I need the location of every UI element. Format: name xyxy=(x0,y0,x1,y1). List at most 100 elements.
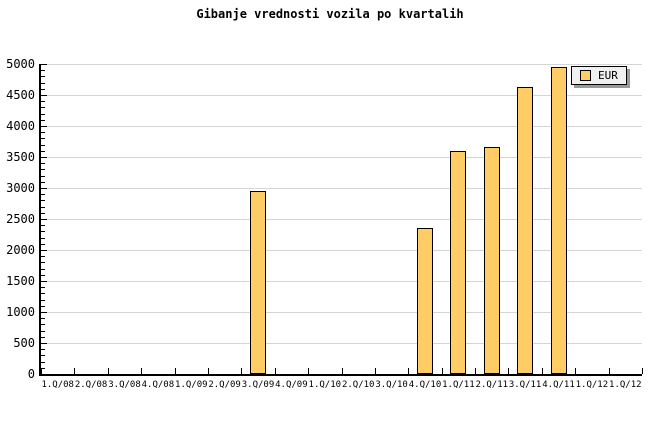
y-axis-minor-tick xyxy=(41,175,45,177)
y-axis-label: 0 xyxy=(27,367,35,381)
y-axis-minor-tick xyxy=(41,299,45,301)
y-axis-minor-tick xyxy=(41,336,45,338)
x-axis-label: 3.Q/09 xyxy=(241,380,275,390)
x-axis-label: 1.Q/12 xyxy=(609,380,642,390)
y-axis-minor-tick xyxy=(41,361,45,363)
x-axis-tick xyxy=(608,368,610,374)
y-axis-label: 3000 xyxy=(6,181,35,195)
y-axis-minor-tick xyxy=(41,256,45,258)
x-axis-tick xyxy=(441,368,443,374)
y-axis-label: 4500 xyxy=(6,88,35,102)
x-axis-tick xyxy=(341,368,343,374)
y-axis-label: 2500 xyxy=(6,212,35,226)
y-axis-minor-tick xyxy=(41,274,45,276)
y-axis-minor-tick xyxy=(41,101,45,103)
y-axis-major-tick xyxy=(41,64,47,65)
bar xyxy=(250,190,266,374)
gridline xyxy=(41,95,642,96)
y-axis-major-tick xyxy=(41,281,47,282)
bar xyxy=(483,147,500,374)
x-axis-tick xyxy=(274,368,276,374)
y-axis-label: 4000 xyxy=(6,119,35,133)
y-axis-major-tick xyxy=(41,219,47,220)
y-axis-minor-tick xyxy=(41,181,45,183)
x-axis-label: 3.Q/11 xyxy=(508,380,542,390)
y-axis-minor-tick xyxy=(41,293,45,295)
legend-label: EUR xyxy=(598,69,618,82)
x-axis-tick xyxy=(408,368,410,374)
x-axis-tick xyxy=(207,368,209,374)
y-axis-minor-tick xyxy=(41,206,45,208)
y-axis-minor-tick xyxy=(41,119,45,121)
y-axis-minor-tick xyxy=(41,82,45,84)
x-axis-label: 2.Q/10 xyxy=(341,380,375,390)
gridline xyxy=(41,312,642,313)
y-axis-minor-tick xyxy=(41,144,45,146)
x-axis-tick xyxy=(508,368,510,374)
x-axis-tick xyxy=(141,368,143,374)
y-axis-label: 2000 xyxy=(6,243,35,257)
x-axis-tick xyxy=(575,368,577,374)
y-axis-minor-tick xyxy=(41,330,45,332)
x-axis-line xyxy=(39,374,642,376)
y-axis-major-tick xyxy=(41,343,47,344)
chart-title: Gibanje vrednosti vozila po kvartalih xyxy=(196,7,464,21)
y-axis-minor-tick xyxy=(41,231,45,233)
gridline xyxy=(41,343,642,344)
y-axis-minor-tick xyxy=(41,169,45,171)
y-axis-minor-tick xyxy=(41,367,45,369)
y-axis-major-tick xyxy=(41,126,47,127)
y-axis-label: 500 xyxy=(13,336,35,350)
gridline xyxy=(41,250,642,251)
gridline xyxy=(41,64,642,65)
x-axis-label: 2.Q/09 xyxy=(208,380,241,390)
gridline xyxy=(41,157,642,158)
y-axis-label: 3500 xyxy=(6,150,35,164)
y-axis-minor-tick xyxy=(41,107,45,109)
bar xyxy=(417,227,433,374)
legend: EUR xyxy=(571,66,627,85)
y-axis-minor-tick xyxy=(41,138,45,140)
y-axis-label: 1000 xyxy=(6,305,35,319)
y-axis-line xyxy=(39,64,41,376)
x-axis-label: 4.Q/10 xyxy=(408,380,442,390)
y-axis-minor-tick xyxy=(41,132,45,134)
y-axis-label: 1500 xyxy=(6,274,35,288)
gridline xyxy=(41,188,642,189)
x-axis-label: 2.Q/08 xyxy=(74,380,108,390)
y-axis-minor-tick xyxy=(41,70,45,72)
y-axis-minor-tick xyxy=(41,243,45,245)
x-axis-label: 1.Q/09 xyxy=(175,380,208,390)
gridline xyxy=(41,281,642,282)
x-axis-label: 4.Q/09 xyxy=(275,380,308,390)
x-axis-tick xyxy=(642,368,643,374)
x-axis-tick xyxy=(107,368,109,374)
x-axis-label: 3.Q/08 xyxy=(108,380,141,390)
y-axis-minor-tick xyxy=(41,349,45,351)
y-axis-major-tick xyxy=(41,188,47,189)
x-axis-label: 1.Q/11 xyxy=(442,380,475,390)
y-axis-minor-tick xyxy=(41,194,45,196)
y-axis-minor-tick xyxy=(41,268,45,270)
x-axis-tick xyxy=(308,368,310,374)
y-axis-minor-tick xyxy=(41,200,45,202)
x-axis-tick xyxy=(41,368,42,374)
y-axis-minor-tick xyxy=(41,262,45,264)
bar xyxy=(550,67,567,374)
y-axis-minor-tick xyxy=(41,237,45,239)
y-axis-minor-tick xyxy=(41,212,45,214)
x-axis-tick xyxy=(241,368,243,374)
y-axis-minor-tick xyxy=(41,150,45,152)
y-axis-minor-tick xyxy=(41,355,45,357)
legend-swatch-icon xyxy=(580,70,591,81)
x-axis-label: 1.Q/10 xyxy=(308,380,342,390)
x-axis-tick xyxy=(475,368,477,374)
y-axis-minor-tick xyxy=(41,88,45,90)
y-axis-major-tick xyxy=(41,312,47,313)
y-axis-minor-tick xyxy=(41,318,45,320)
y-axis-minor-tick xyxy=(41,113,45,115)
y-axis-minor-tick xyxy=(41,305,45,307)
y-axis-minor-tick xyxy=(41,163,45,165)
